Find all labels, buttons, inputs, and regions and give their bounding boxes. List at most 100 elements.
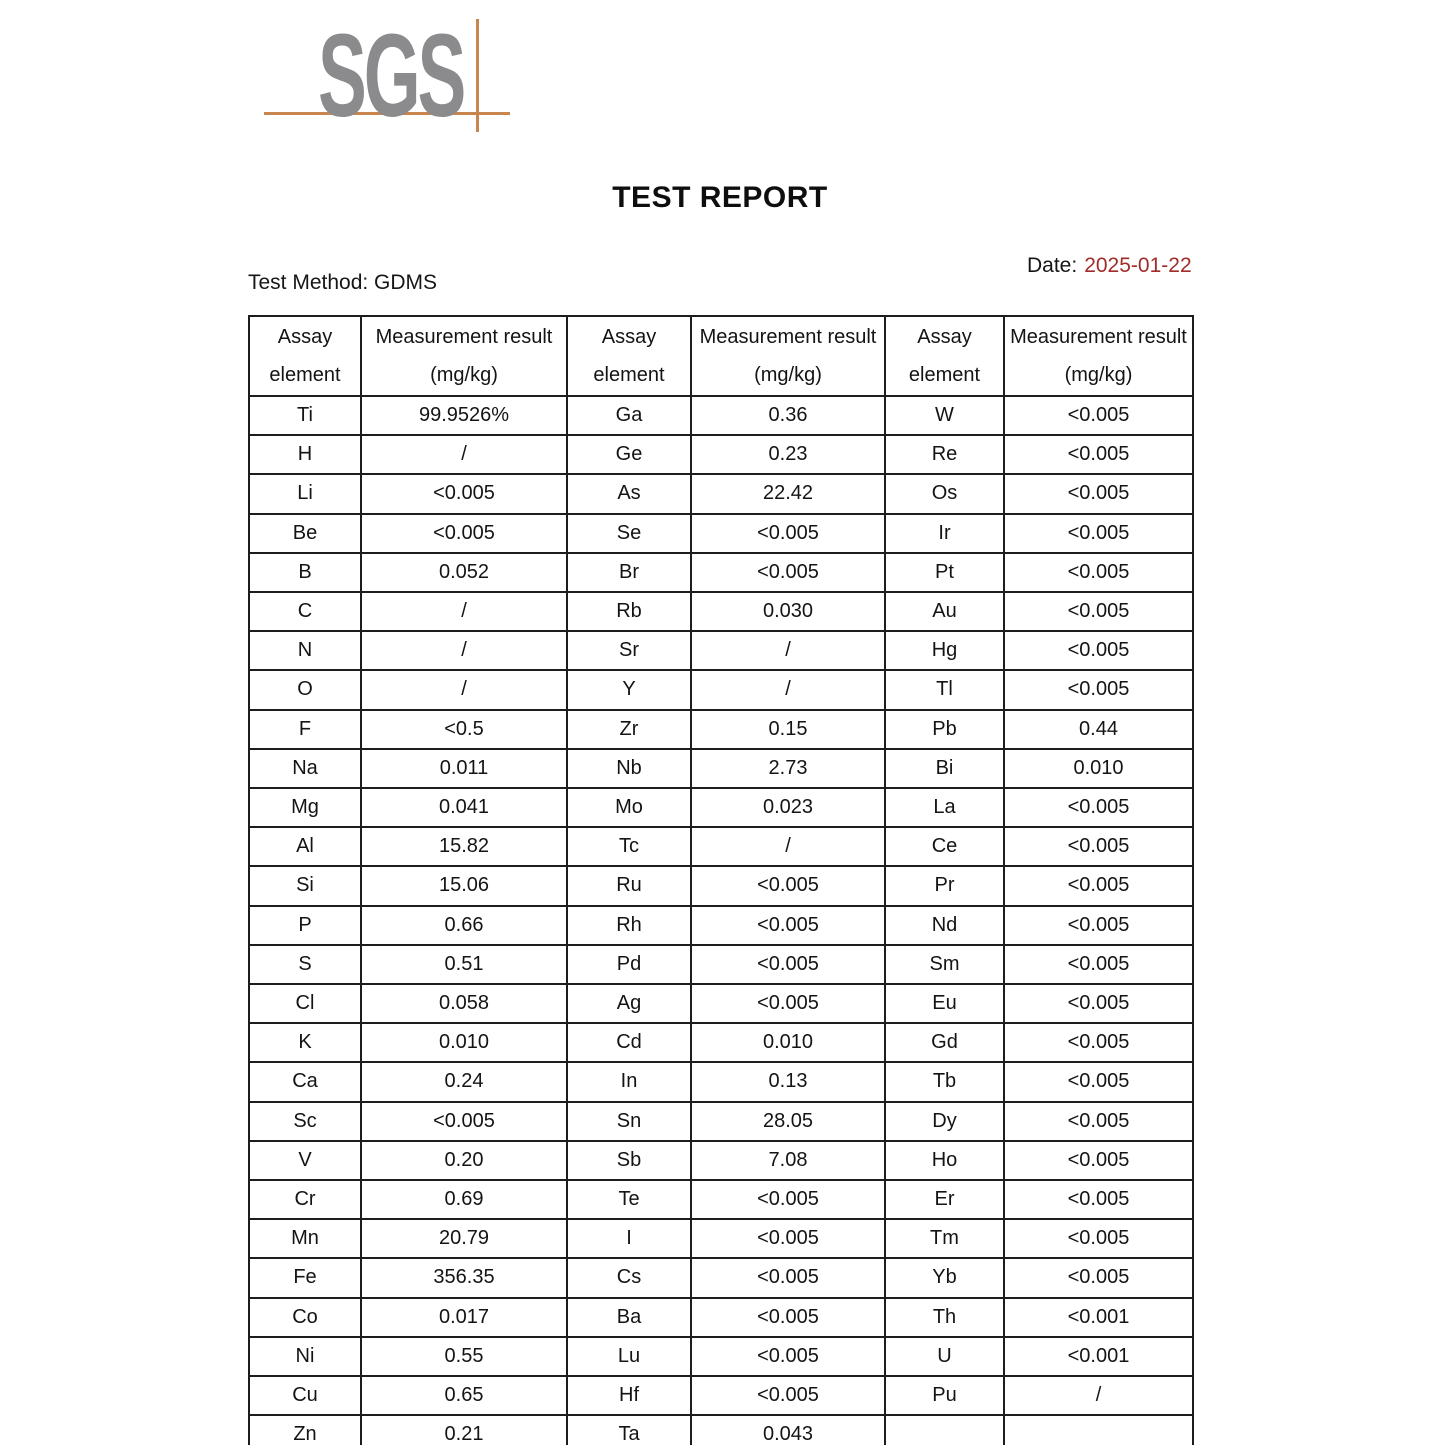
- assay-element-cell: Dy: [884, 1100, 1005, 1142]
- assay-element-cell: Eu: [884, 983, 1005, 1025]
- measurement-result-cell: <0.005: [1003, 669, 1194, 711]
- header-measurement-result-2: Measurement result (mg/kg): [690, 315, 886, 397]
- logo-vertical-line: [476, 19, 479, 132]
- measurement-result-cell: <0.005: [1003, 943, 1194, 986]
- table-row: Ni 0.55 Lu <0.005 U <0.001: [248, 1335, 1194, 1378]
- measurement-result-cell: <0.005: [690, 1335, 886, 1378]
- measurement-result-cell: <0.005: [360, 473, 568, 515]
- assay-element-cell: F: [248, 708, 362, 750]
- assay-element-cell: S: [248, 943, 362, 986]
- measurement-result-cell: 0.023: [690, 787, 886, 829]
- table-row: F <0.5 Zr 0.15 Pb 0.44: [248, 708, 1194, 750]
- assay-element-cell: Cl: [248, 983, 362, 1025]
- measurement-result-cell: 0.55: [360, 1335, 568, 1378]
- measurement-result-cell: 0.010: [690, 1022, 886, 1064]
- assay-element-cell: Pr: [884, 865, 1005, 907]
- assay-element-cell: Ag: [566, 983, 692, 1025]
- measurement-result-cell: <0.005: [690, 1179, 886, 1221]
- assay-element-cell: N: [248, 630, 362, 672]
- header-assay-element-2: Assay element: [566, 315, 692, 397]
- table-row: H / Ge 0.23 Re <0.005: [248, 434, 1194, 476]
- table-row: P 0.66 Rh <0.005 Nd <0.005: [248, 904, 1194, 946]
- header-assay-element-1: Assay element: [248, 315, 362, 397]
- table-row: Mn 20.79 I <0.005 Tm <0.005: [248, 1218, 1194, 1260]
- assay-element-cell: Ba: [566, 1296, 692, 1338]
- measurement-result-cell: <0.005: [1003, 591, 1194, 633]
- assay-element-cell: Tb: [884, 1061, 1005, 1103]
- assay-element-cell: Hf: [566, 1375, 692, 1417]
- assay-element-cell: Re: [884, 434, 1005, 476]
- assay-element-cell: Sb: [566, 1139, 692, 1182]
- table-row: Fe 356.35 Cs <0.005 Yb <0.005: [248, 1257, 1194, 1299]
- assay-element-cell: Mg: [248, 787, 362, 829]
- table-row: S 0.51 Pd <0.005 Sm <0.005: [248, 943, 1194, 986]
- header-line: element: [593, 364, 665, 386]
- header-line: (mg/kg): [754, 364, 822, 386]
- assay-element-cell: Gd: [884, 1022, 1005, 1064]
- measurement-result-cell: 0.010: [360, 1022, 568, 1064]
- measurement-result-cell: <0.005: [690, 1375, 886, 1417]
- measurement-result-cell: 0.51: [360, 943, 568, 986]
- assay-element-cell: Ce: [884, 826, 1005, 868]
- measurement-result-cell: 0.36: [690, 394, 886, 437]
- assay-element-cell: Na: [248, 747, 362, 790]
- measurement-result-cell: <0.005: [690, 983, 886, 1025]
- header-line: (mg/kg): [430, 364, 498, 386]
- measurement-result-cell: <0.001: [1003, 1296, 1194, 1338]
- measurement-result-cell: /: [360, 669, 568, 711]
- assay-element-cell: Pb: [884, 708, 1005, 750]
- table-row: Zn 0.21 Ta 0.043: [248, 1414, 1194, 1445]
- measurement-result-cell: <0.005: [360, 1100, 568, 1142]
- measurement-result-cell: 15.82: [360, 826, 568, 868]
- header-line: element: [269, 364, 341, 386]
- measurement-result-cell: <0.005: [1003, 1100, 1194, 1142]
- header-measurement-result-1: Measurement result (mg/kg): [360, 315, 568, 397]
- header-line: Measurement result: [375, 326, 553, 348]
- measurement-result-cell: 22.42: [690, 473, 886, 515]
- logo-horizontal-line: [264, 112, 510, 115]
- assay-element-cell: H: [248, 434, 362, 476]
- header-line: Measurement result: [699, 326, 877, 348]
- assay-element-cell: Ge: [566, 434, 692, 476]
- measurement-result-cell: /: [690, 669, 886, 711]
- table-row: Cu 0.65 Hf <0.005 Pu /: [248, 1375, 1194, 1417]
- assay-element-cell: Sn: [566, 1100, 692, 1142]
- measurement-result-cell: <0.005: [690, 512, 886, 554]
- measurement-result-cell: 0.66: [360, 904, 568, 946]
- measurement-result-cell: /: [1003, 1375, 1194, 1417]
- measurement-result-cell: 7.08: [690, 1139, 886, 1182]
- assay-element-cell: Cr: [248, 1179, 362, 1221]
- measurement-result-cell: <0.005: [1003, 865, 1194, 907]
- header-line: Measurement result: [1010, 326, 1187, 348]
- assay-element-cell: V: [248, 1139, 362, 1182]
- table-row: Be <0.005 Se <0.005 Ir <0.005: [248, 512, 1194, 554]
- measurement-result-cell: <0.005: [1003, 983, 1194, 1025]
- measurement-result-cell: 0.043: [690, 1414, 886, 1445]
- measurement-result-cell: <0.5: [360, 708, 568, 750]
- table-row: V 0.20 Sb 7.08 Ho <0.005: [248, 1139, 1194, 1182]
- measurement-result-cell: <0.005: [1003, 512, 1194, 554]
- assay-element-cell: As: [566, 473, 692, 515]
- assay-table-body: Ti 99.9526% Ga 0.36 W <0.005 H / Ge 0.23 Re <0.005 L…: [248, 394, 1194, 1445]
- assay-element-cell: U: [884, 1335, 1005, 1378]
- table-row: Cl 0.058 Ag <0.005 Eu <0.005: [248, 983, 1194, 1025]
- assay-element-cell: Hg: [884, 630, 1005, 672]
- assay-element-cell: Ta: [566, 1414, 692, 1445]
- assay-element-cell: Pd: [566, 943, 692, 986]
- measurement-result-cell: <0.005: [1003, 473, 1194, 515]
- table-header-row: Assay element Measurement result (mg/kg)…: [248, 315, 1194, 397]
- assay-element-cell: Ca: [248, 1061, 362, 1103]
- measurement-result-cell: <0.005: [1003, 787, 1194, 829]
- assay-element-cell: Fe: [248, 1257, 362, 1299]
- measurement-result-cell: <0.005: [360, 512, 568, 554]
- header-line: Assay: [601, 326, 657, 348]
- measurement-result-cell: 0.15: [690, 708, 886, 750]
- table-row: Li <0.005 As 22.42 Os <0.005: [248, 473, 1194, 515]
- measurement-result-cell: 0.13: [690, 1061, 886, 1103]
- table-row: Cr 0.69 Te <0.005 Er <0.005: [248, 1179, 1194, 1221]
- measurement-result-cell: <0.005: [1003, 394, 1194, 437]
- measurement-result-cell: /: [690, 826, 886, 868]
- measurement-result-cell: 0.052: [360, 551, 568, 594]
- table-row: Ti 99.9526% Ga 0.36 W <0.005: [248, 394, 1194, 437]
- measurement-result-cell: <0.005: [690, 1296, 886, 1338]
